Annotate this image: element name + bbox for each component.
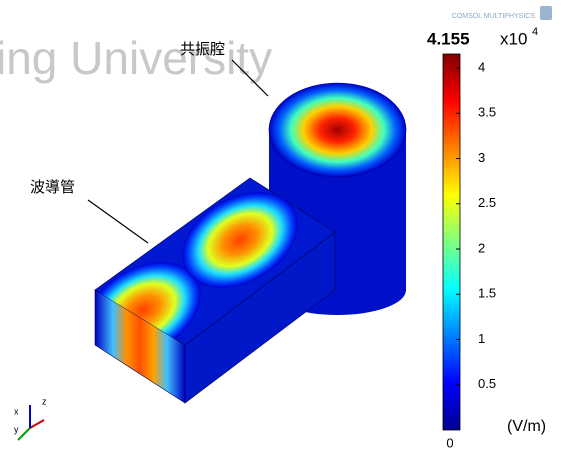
simulation-view: ing University COMSOL MULTIPHYSICS 共振腔 波… [0, 0, 587, 457]
colorbar-tick-label: 4 [478, 59, 485, 74]
axis-y: y [14, 424, 19, 434]
axis-triad: x y z [14, 396, 47, 440]
watermark: ing University [0, 32, 272, 84]
colorbar-tick-label: 0.5 [478, 376, 496, 391]
waveguide [68, 173, 335, 403]
colorbar-tick-label: 3.5 [478, 105, 496, 120]
axis-x: x [14, 406, 19, 416]
colorbar-exponent: 4 [532, 26, 538, 38]
waveguide-label: 波導管 [30, 178, 75, 196]
colorbar-unit: (V/m) [507, 418, 546, 435]
colorbar-min-label: 0 [446, 435, 453, 450]
colorbar-tick-label: 2.5 [478, 195, 496, 210]
colorbar-tick-label: 3 [478, 150, 485, 165]
colorbar-scale [443, 54, 460, 430]
colorbar: 4.155 x10 4 (V/m) 0 0.5 1 1.5 2 2.5 3 3.5 4 [427, 26, 546, 451]
colorbar-tick-label: 1 [478, 331, 485, 346]
axis-z: z [42, 396, 47, 406]
colorbar-tick-label: 2 [478, 240, 485, 255]
logo: COMSOL MULTIPHYSICS [452, 13, 536, 20]
logo-icon [540, 6, 552, 20]
colorbar-tick-label: 1.5 [478, 286, 496, 301]
colorbar-max-label: 4.155 [427, 29, 470, 48]
cavity-label: 共振腔 [180, 40, 225, 58]
leader-line [88, 200, 148, 243]
colorbar-multiplier: x10 [500, 29, 527, 48]
